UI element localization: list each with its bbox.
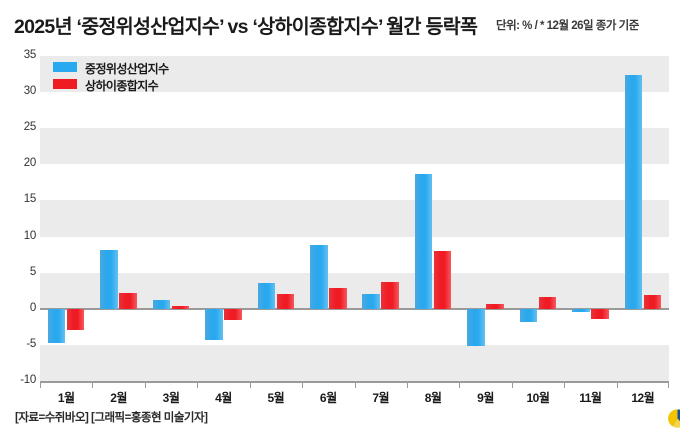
x-axis-tick (668, 382, 669, 388)
bar-blue (310, 244, 328, 309)
x-axis-tick (459, 382, 461, 388)
y-axis-tick-label: 30 (23, 85, 37, 98)
bar-blue (624, 74, 643, 309)
zero-line (40, 308, 669, 310)
bar-blue (519, 308, 538, 322)
grid-band (40, 56, 669, 93)
x-axis-tick (144, 382, 146, 388)
legend-swatch-red (53, 79, 77, 89)
source-credit: [자료=수쥐바오] [그래픽=홍종현 미술기자] (15, 412, 208, 424)
bar-blue (100, 249, 118, 309)
grid-band (40, 272, 669, 309)
x-axis-tick (40, 382, 41, 388)
y-axis-tick-label: 25 (23, 121, 37, 134)
bar-red (381, 282, 399, 309)
bar-red (276, 294, 295, 309)
x-axis-label-3: 3월 (162, 391, 180, 405)
bar-red (538, 296, 557, 309)
bar-blue (414, 173, 433, 309)
y-axis: 35 30 25 20 15 10 5 0 -5 -10 (0, 49, 37, 386)
x-axis-label-6: 6월 (319, 391, 337, 405)
bar-red (224, 308, 242, 320)
x-axis-label-9: 9월 (477, 391, 494, 405)
bar-red (486, 304, 504, 309)
chart-unit-note: 단위: % / * 12월 26일 종가 기준 (496, 20, 639, 32)
grid-band (40, 344, 669, 381)
bar-blue (362, 294, 380, 309)
bar-red (643, 295, 662, 309)
x-axis-label-1: 1월 (57, 391, 75, 405)
legend-label: 중정위성산업지수 (85, 62, 169, 76)
y-axis-tick-label: 15 (23, 193, 37, 206)
bar-blue (152, 300, 171, 309)
bar-red (171, 305, 190, 309)
x-axis-tick (511, 382, 513, 388)
x-axis-label-10: 10월 (526, 391, 550, 405)
bar-red (119, 292, 137, 309)
x-axis-line (40, 381, 669, 383)
bar-red (433, 251, 452, 309)
bar-blue (205, 308, 223, 340)
plot-area (40, 56, 669, 381)
chart-header: 2025년 ‘중정위성산업지수’ vs ‘상하이종합지수’ 월간 등락폭 단위:… (14, 10, 670, 42)
y-axis-tick-label: -5 (26, 337, 36, 350)
y-axis-tick-label: 20 (23, 157, 37, 170)
y-axis-tick-label: -10 (20, 374, 36, 386)
page-title: 2025년 ‘중정위성산업지수’ vs ‘상하이종합지수’ 월간 등락폭 (14, 16, 478, 38)
y-axis-tick-label: 10 (23, 229, 37, 242)
x-axis-label-4: 4월 (215, 391, 232, 405)
bar-blue (47, 308, 66, 343)
x-axis-tick (302, 382, 304, 388)
x-axis-label-5: 5월 (267, 391, 285, 405)
x-axis: 1월 2월 3월 4월 5월 6월 7월 8월 9월 10월 11월 12월 (40, 382, 669, 408)
bar-red (329, 287, 347, 309)
x-axis-tick (197, 382, 199, 388)
x-axis-tick (406, 382, 408, 388)
bar-blue (572, 308, 590, 312)
newspim-globe-icon (668, 409, 680, 428)
x-axis-tick (249, 382, 251, 388)
x-axis-label-2: 2월 (110, 391, 127, 405)
x-axis-tick (92, 382, 94, 388)
grid-band (40, 200, 669, 237)
legend-swatch-blue (53, 62, 77, 72)
bar-red (591, 308, 609, 319)
grid-band (40, 128, 669, 165)
bar-red (66, 308, 85, 331)
x-axis-tick (354, 382, 356, 388)
x-axis-tick (616, 382, 618, 388)
x-axis-label-12: 12월 (631, 391, 655, 405)
y-axis-tick-label: 5 (29, 265, 36, 278)
y-axis-tick-label: 35 (23, 49, 37, 61)
bar-blue (257, 282, 276, 309)
x-axis-label-7: 7월 (372, 391, 390, 405)
x-axis-tick (564, 382, 566, 388)
x-axis-label-11: 11월 (579, 391, 602, 405)
y-axis-tick-label: 0 (29, 301, 36, 314)
legend-label: 상하이종합지수 (85, 79, 159, 93)
x-axis-label-8: 8월 (424, 391, 442, 405)
bar-blue (467, 308, 485, 346)
